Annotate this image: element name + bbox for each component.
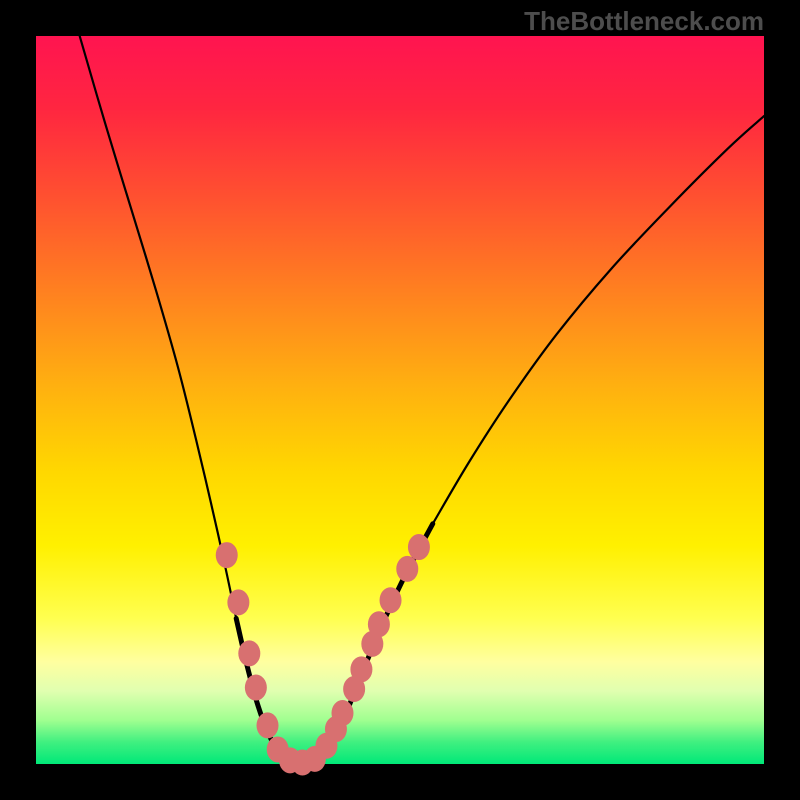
marker-13 [350,656,372,682]
marker-17 [396,556,418,582]
curve-right-thin [433,116,764,524]
marker-3 [245,675,267,701]
marker-2 [238,640,260,666]
marker-16 [380,587,402,613]
curve-left-thin [80,36,237,618]
marker-4 [257,712,279,738]
watermark-text: TheBottleneck.com [524,6,764,37]
marker-1 [227,589,249,615]
curve-layer [36,36,764,764]
marker-15 [368,611,390,637]
marker-11 [331,700,353,726]
marker-18 [408,534,430,560]
plot-area [36,36,764,764]
data-markers [216,534,430,775]
marker-0 [216,542,238,568]
